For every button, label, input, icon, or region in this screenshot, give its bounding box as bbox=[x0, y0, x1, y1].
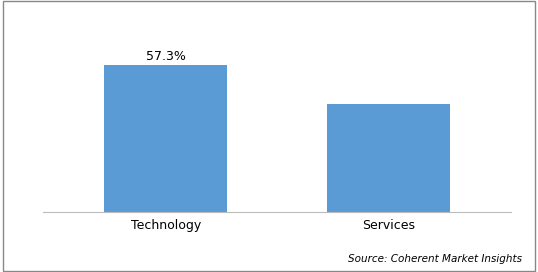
Text: Source: Coherent Market Insights: Source: Coherent Market Insights bbox=[348, 254, 522, 264]
Text: 57.3%: 57.3% bbox=[146, 50, 186, 63]
Bar bbox=[327, 104, 450, 212]
Bar bbox=[104, 65, 227, 212]
